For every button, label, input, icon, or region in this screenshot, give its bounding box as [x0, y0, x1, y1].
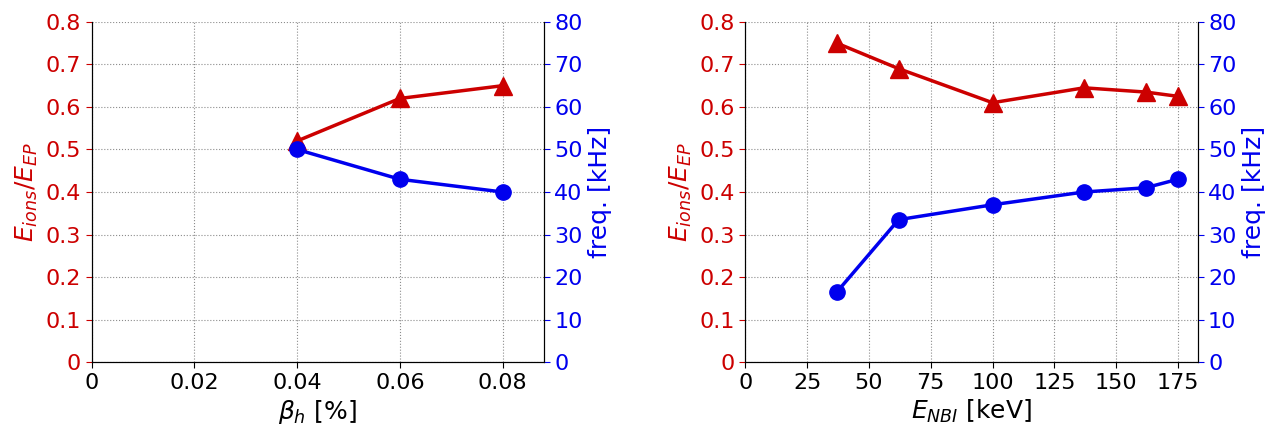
X-axis label: $E_{NBI}$ [keV]: $E_{NBI}$ [keV]	[911, 398, 1032, 425]
Y-axis label: $E_{ions}/E_{EP}$: $E_{ions}/E_{EP}$	[14, 142, 40, 242]
X-axis label: $\beta_h$ [%]: $\beta_h$ [%]	[278, 398, 357, 426]
Y-axis label: freq. [kHz]: freq. [kHz]	[1242, 126, 1266, 258]
Y-axis label: freq. [kHz]: freq. [kHz]	[589, 126, 612, 258]
Y-axis label: $E_{ions}/E_{EP}$: $E_{ions}/E_{EP}$	[668, 142, 694, 242]
